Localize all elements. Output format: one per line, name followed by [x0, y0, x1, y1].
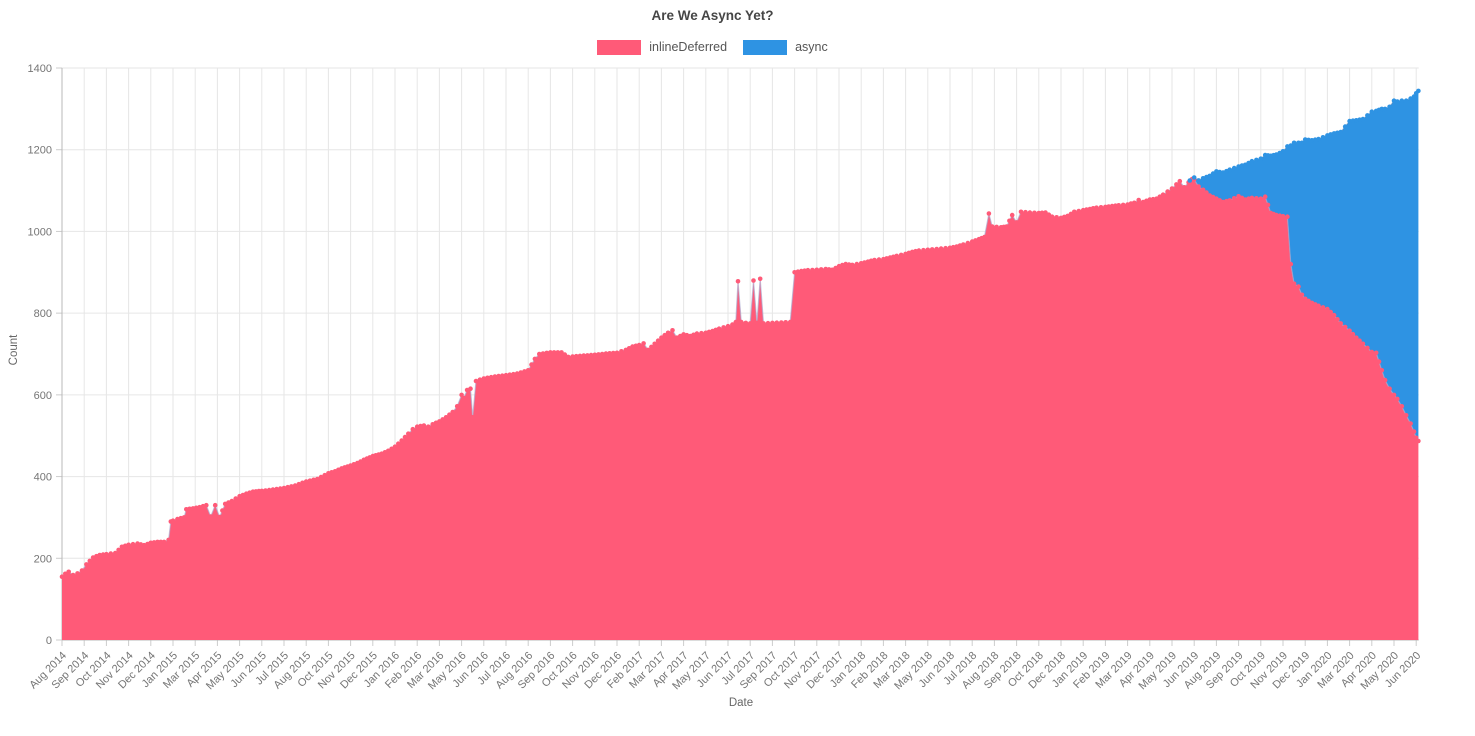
y-tick-label: 200	[34, 553, 52, 565]
y-tick-label: 400	[34, 472, 52, 484]
legend-label-inlinedeferred: inlineDeferred	[649, 40, 728, 54]
x-axis-title: Date	[728, 697, 754, 709]
y-tick-label: 800	[34, 308, 52, 320]
points-async	[1187, 88, 1421, 183]
y-tick-label: 1200	[28, 145, 52, 157]
legend-item-inlinedeferred[interactable]: inlineDeferred	[597, 40, 727, 55]
legend-item-async[interactable]: async	[743, 40, 828, 55]
y-tick-label: 1000	[28, 226, 52, 238]
points-inlinedeferred	[59, 176, 1421, 579]
chart-legend: inlineDeferred async	[0, 40, 1425, 55]
y-tick-label: 600	[34, 390, 52, 402]
chart-title: Are We Async Yet?	[651, 8, 774, 23]
area-async	[1189, 90, 1419, 442]
y-tick-label: 1400	[28, 63, 52, 75]
area-inlinedeferred	[62, 179, 1419, 640]
y-tick-label: 0	[46, 635, 52, 647]
legend-swatch-async	[743, 40, 788, 55]
legend-label-async: async	[795, 40, 828, 54]
legend-swatch-inlinedeferred	[597, 40, 642, 55]
